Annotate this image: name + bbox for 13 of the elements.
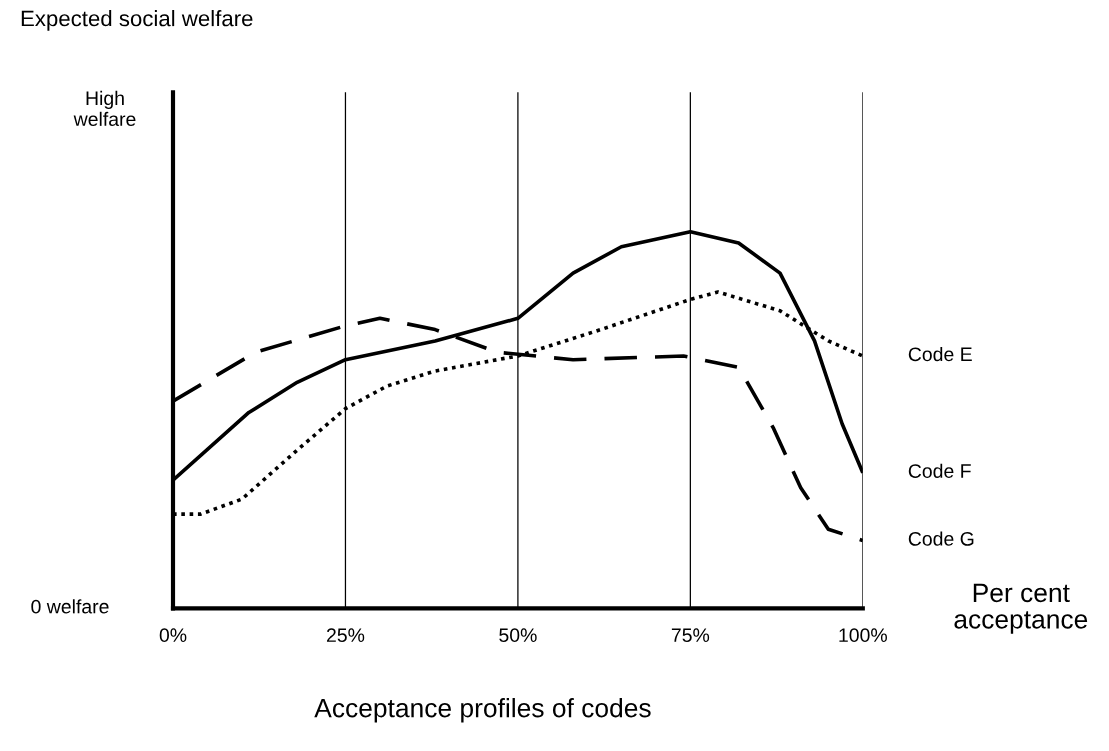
text: Acceptance profiles of codes — [314, 698, 651, 723]
x-tick-label: 75% — [671, 628, 710, 643]
x-tick-label: 100% — [839, 628, 887, 643]
text: Code G — [908, 531, 974, 546]
text: Code F — [908, 463, 971, 478]
x-axis-title: Per cent acceptance — [954, 583, 1088, 634]
text: Expected social welfare — [21, 10, 253, 31]
x-tick-label: 0% — [159, 628, 187, 643]
text: 0 welfare — [31, 599, 109, 614]
text: Code E — [908, 346, 972, 362]
x-tick-label: 25% — [326, 628, 365, 643]
text: High welfare — [73, 90, 136, 127]
x-tick-label: 50% — [499, 628, 537, 643]
